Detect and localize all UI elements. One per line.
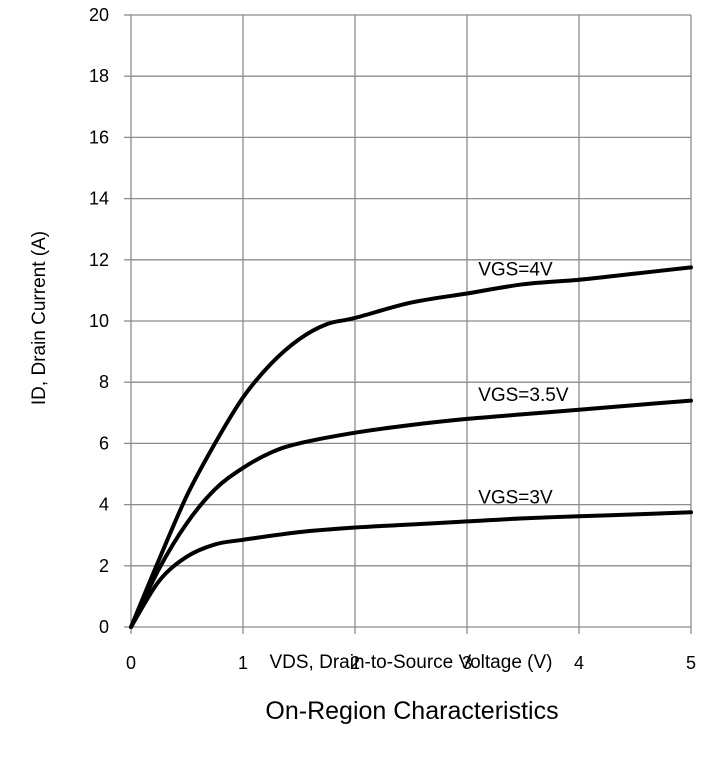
grid-layer [124, 14, 692, 634]
series-label-1: VGS=3.5V [478, 385, 569, 406]
series-line-2 [129, 510, 693, 629]
x-axis-title: VDS, Drain-to-Source Voltage (V) [269, 652, 552, 673]
series-line-0 [129, 265, 693, 629]
series-label-0: VGS=4V [478, 259, 553, 280]
curve-layer [129, 265, 693, 629]
series-label-2: VGS=3V [478, 487, 553, 508]
x-tick-label-2: 2 [350, 653, 360, 673]
y-tick-label-5: 10 [89, 311, 109, 331]
x-tick-label-5: 5 [686, 653, 696, 673]
y-tick-label-1: 2 [99, 556, 109, 576]
series-line-1 [129, 398, 693, 629]
x-tick-label-0: 0 [126, 653, 136, 673]
x-tick-label-3: 3 [462, 653, 472, 673]
y-tick-label-2: 4 [99, 495, 109, 515]
y-tick-label-9: 18 [89, 66, 109, 86]
y-tick-label-0: 0 [99, 617, 109, 637]
chart-title: On-Region Characteristics [265, 697, 558, 725]
y-tick-label-10: 20 [89, 5, 109, 25]
y-tick-label-7: 14 [89, 189, 109, 209]
y-tick-label-6: 12 [89, 250, 109, 270]
y-axis-title: ID, Drain Current (A) [29, 231, 50, 405]
y-tick-label-8: 16 [89, 127, 109, 147]
x-tick-label-1: 1 [238, 653, 248, 673]
y-tick-label-4: 8 [99, 372, 109, 392]
x-tick-label-4: 4 [574, 653, 584, 673]
y-tick-label-3: 6 [99, 433, 109, 453]
curve-label-layer: VGS=4V VGS=3.5V VGS=3V [478, 259, 569, 508]
